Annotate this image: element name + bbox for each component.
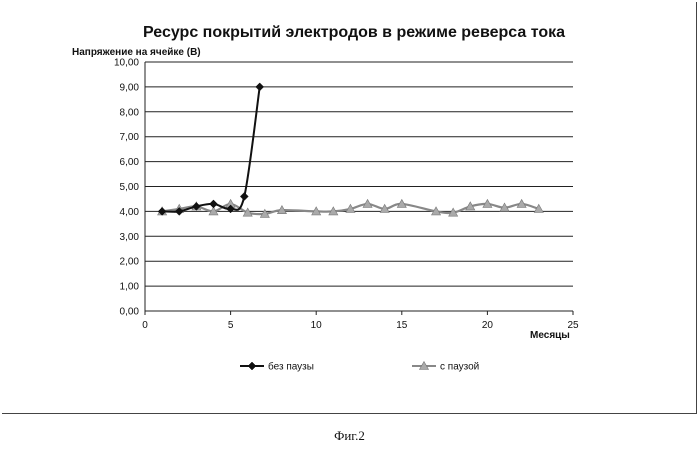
y-axis-label: Напряжение на ячейке (В) — [72, 47, 201, 58]
axes: 0,00 1,00 2,00 3,00 4,00 5,00 6,00 7,00 8,00 9,00… — [114, 58, 579, 332]
series-bez-pauzy-point — [240, 192, 248, 200]
series-bez-pauzy-point — [209, 200, 217, 208]
legend-swatch-marker — [248, 362, 256, 370]
y-tick-label: 0,00 — [120, 307, 140, 318]
series-layer — [158, 83, 544, 217]
x-tick-label: 25 — [567, 320, 579, 331]
y-tick-label: 2,00 — [120, 257, 140, 268]
legend: без паузы с паузой — [240, 361, 479, 373]
y-tick-label: 5,00 — [120, 182, 140, 193]
legend-item-s-pauzoy: с паузой — [412, 362, 479, 373]
series-bez-pauzy — [158, 83, 264, 216]
figure-caption: Фиг.2 — [0, 428, 699, 444]
legend-label: без паузы — [268, 361, 314, 373]
y-tick-label: 4,00 — [120, 207, 140, 218]
series-bez-pauzy-point — [256, 83, 264, 91]
y-tick-label: 8,00 — [120, 107, 140, 118]
y-tick-label: 10,00 — [114, 58, 139, 69]
y-tick-label: 9,00 — [120, 82, 140, 93]
y-tick-label: 6,00 — [120, 157, 140, 168]
x-tick-label: 0 — [142, 320, 148, 331]
y-tick-label: 7,00 — [120, 132, 140, 143]
x-tick-label: 10 — [311, 320, 323, 331]
y-tick-label: 3,00 — [120, 232, 140, 243]
x-axis-label: Месяцы — [530, 330, 570, 341]
gridlines — [145, 62, 573, 311]
legend-label: с паузой — [440, 362, 479, 373]
chart-title: Ресурс покрытий электродов в режиме реве… — [143, 24, 565, 41]
x-tick-label: 20 — [482, 320, 494, 331]
x-tick-label: 15 — [396, 320, 408, 331]
x-tick-label: 5 — [228, 320, 234, 331]
y-tick-label: 1,00 — [120, 282, 140, 293]
legend-item-bez-pauzy: без паузы — [240, 361, 314, 373]
